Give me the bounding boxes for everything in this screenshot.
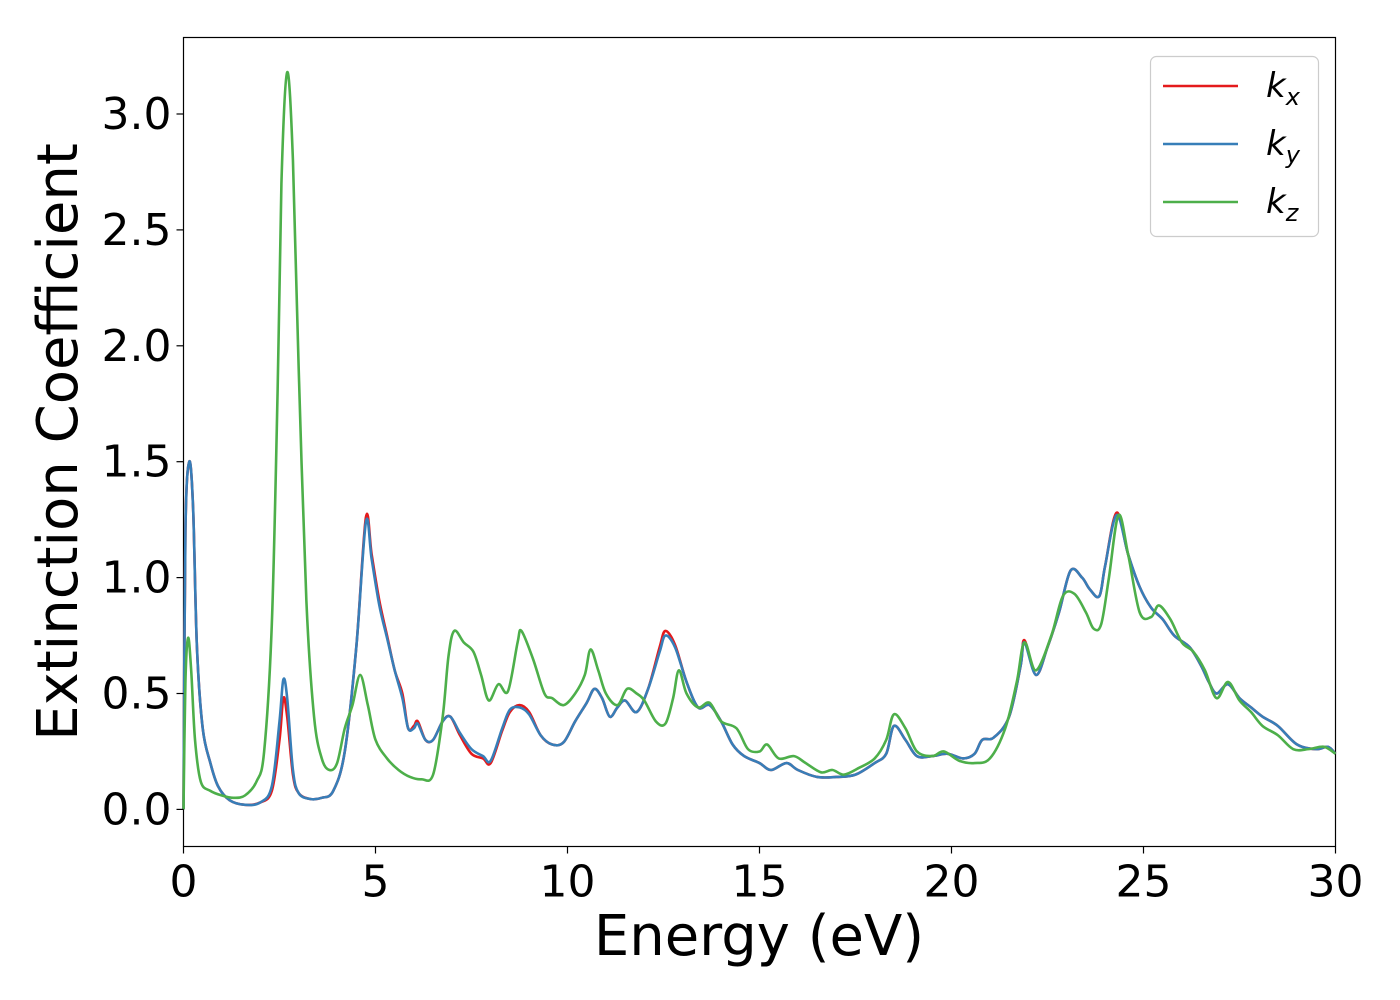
y-tick-label: 1.5 <box>102 437 172 488</box>
series-line-kz <box>182 70 1337 810</box>
y-tick-label: 2.0 <box>102 321 172 372</box>
legend-items: kx ky kz <box>1163 66 1301 227</box>
legend-box <box>1149 55 1320 238</box>
y-tick-label: 1.0 <box>102 553 172 604</box>
x-tick-label: 0 <box>170 857 198 908</box>
legend-label-kz: kz <box>1266 182 1300 227</box>
x-tick-label: 30 <box>1308 857 1364 908</box>
x-tick-label: 25 <box>1116 857 1172 908</box>
legend-label-kx: kx <box>1266 66 1301 111</box>
x-axis-title: Energy (eV) <box>594 904 924 969</box>
legend: kx ky kz <box>1149 55 1320 238</box>
series-layer <box>182 70 1337 810</box>
y-axis-title: Extinction Coefficient <box>26 143 91 741</box>
y-tick-label: 3.0 <box>102 89 172 140</box>
x-axis-ticks: 0 5 10 15 20 25 30 <box>170 846 1364 908</box>
y-tick-label: 0.0 <box>102 784 172 835</box>
x-tick-label: 5 <box>362 857 390 908</box>
x-tick-label: 10 <box>540 857 596 908</box>
series-line-ky <box>182 460 1337 810</box>
x-tick-label: 15 <box>732 857 788 908</box>
y-tick-label: 2.5 <box>102 205 172 256</box>
x-tick-label: 20 <box>924 857 980 908</box>
legend-label-ky: ky <box>1266 124 1301 169</box>
y-axis-ticks: 0.0 0.5 1.0 1.5 2.0 2.5 3.0 <box>102 89 184 835</box>
y-tick-label: 0.5 <box>102 669 172 720</box>
